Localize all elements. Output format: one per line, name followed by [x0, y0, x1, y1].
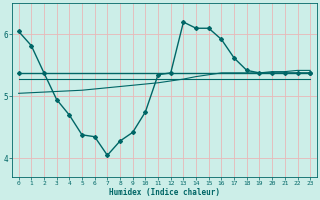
X-axis label: Humidex (Indice chaleur): Humidex (Indice chaleur)	[109, 188, 220, 197]
